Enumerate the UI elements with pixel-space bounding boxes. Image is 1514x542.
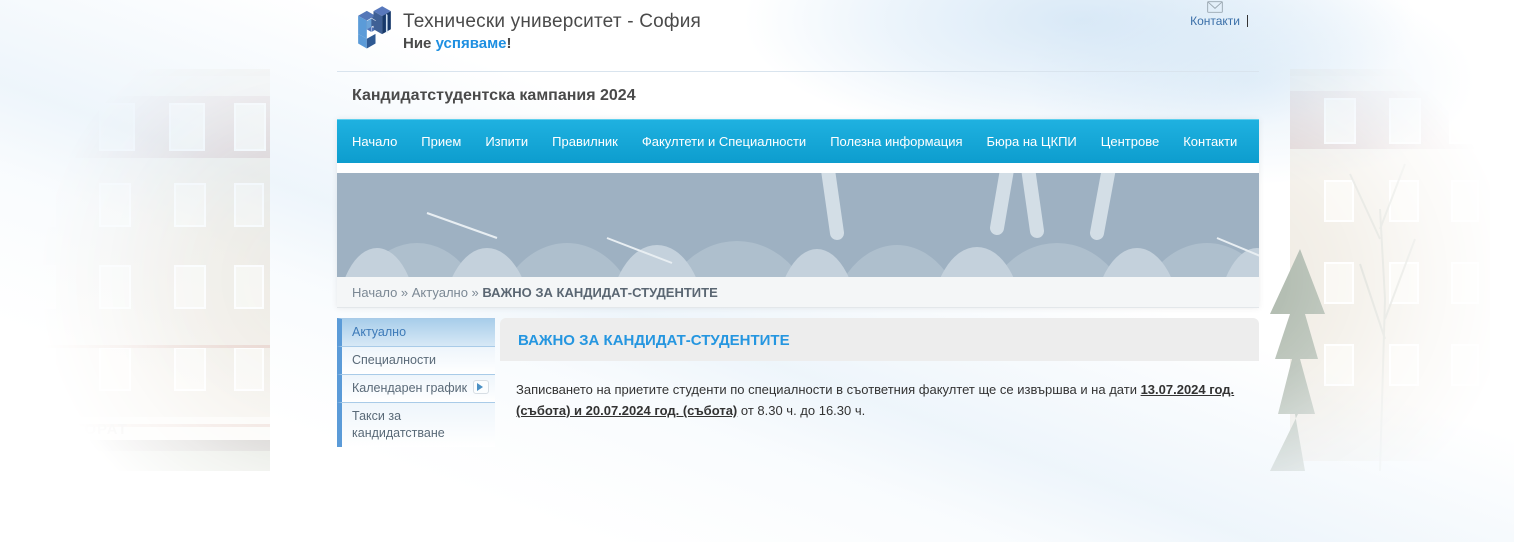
- svg-text:РЕКТОРАТ: РЕКТОРАТ: [42, 421, 128, 438]
